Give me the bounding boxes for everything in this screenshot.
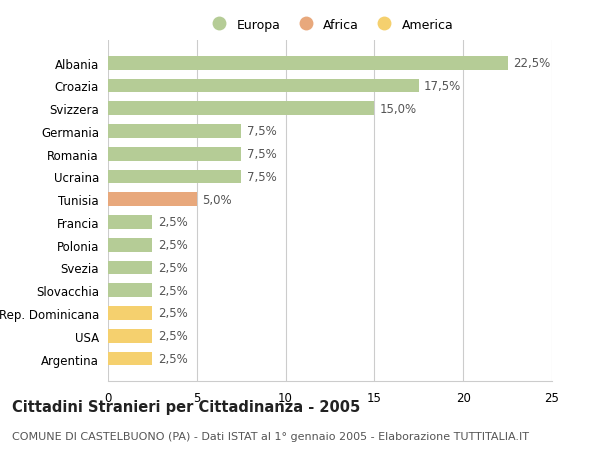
Bar [108,307,152,320]
Text: 15,0%: 15,0% [380,102,417,116]
Text: 2,5%: 2,5% [158,284,187,297]
Text: 7,5%: 7,5% [247,148,276,161]
Legend: Europa, Africa, America: Europa, Africa, America [202,14,458,37]
Text: 7,5%: 7,5% [247,171,276,184]
Bar [108,329,152,343]
Bar [108,147,241,161]
Bar [108,193,197,207]
Text: 2,5%: 2,5% [158,262,187,274]
Bar [108,352,152,365]
Text: 2,5%: 2,5% [158,330,187,342]
Text: 2,5%: 2,5% [158,352,187,365]
Bar [108,261,152,275]
Bar [108,284,152,297]
Text: Cittadini Stranieri per Cittadinanza - 2005: Cittadini Stranieri per Cittadinanza - 2… [12,399,360,414]
Text: 2,5%: 2,5% [158,239,187,252]
Bar [108,102,374,116]
Text: 17,5%: 17,5% [424,80,461,93]
Text: 2,5%: 2,5% [158,307,187,320]
Bar [108,79,419,93]
Text: COMUNE DI CASTELBUONO (PA) - Dati ISTAT al 1° gennaio 2005 - Elaborazione TUTTIT: COMUNE DI CASTELBUONO (PA) - Dati ISTAT … [12,431,529,442]
Bar [108,216,152,230]
Bar [108,238,152,252]
Text: 7,5%: 7,5% [247,125,276,138]
Bar [108,57,508,70]
Text: 5,0%: 5,0% [202,193,232,206]
Bar [108,170,241,184]
Bar [108,125,241,139]
Text: 22,5%: 22,5% [513,57,550,70]
Text: 2,5%: 2,5% [158,216,187,229]
